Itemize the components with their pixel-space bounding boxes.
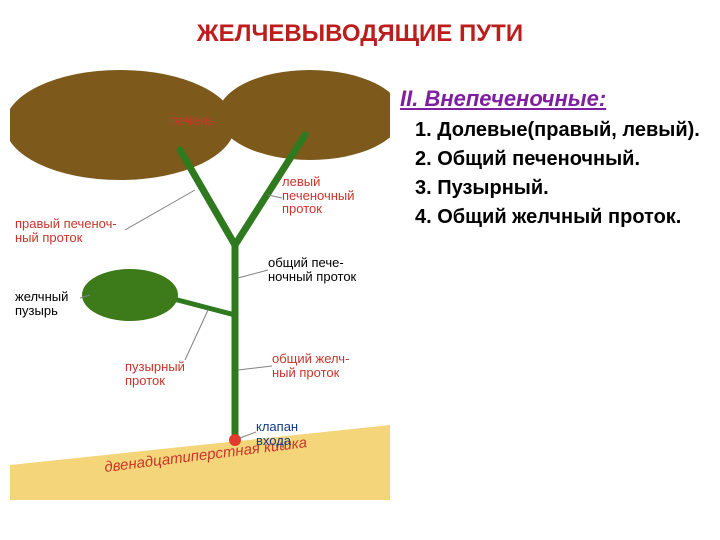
section-heading: II. Внепеченочные: bbox=[400, 86, 606, 112]
right-hepatic-label-leader bbox=[125, 190, 195, 230]
valve-label-leader bbox=[240, 432, 256, 438]
left-hepatic-label-leader bbox=[268, 195, 282, 198]
cystic-duct bbox=[170, 298, 235, 315]
page-title: ЖЕЛЧЕВЫВОДЯЩИЕ ПУТИ bbox=[0, 20, 720, 48]
list-item: 3. Пузырный. bbox=[415, 176, 715, 201]
valve-label: клапанвхода bbox=[256, 420, 298, 447]
list-item: 4. Общий желчный проток. bbox=[415, 205, 715, 230]
liver-label: печень bbox=[170, 112, 215, 128]
gallbladder bbox=[82, 269, 178, 321]
right-hepatic-duct bbox=[180, 150, 235, 245]
list-item: 1. Долевые(правый, левый). bbox=[415, 118, 715, 143]
liver-right-lobe bbox=[218, 70, 390, 160]
bullet-list: 1. Долевые(правый, левый). 2. Общий печен… bbox=[415, 118, 715, 234]
list-item: 2. Общий печеночный. bbox=[415, 147, 715, 172]
common-hepatic-label: общий пече-ночный проток bbox=[268, 256, 356, 283]
diagram-svg: печеньдвенадцатиперстная кишка bbox=[10, 70, 390, 500]
gallbladder-label: желчныйпузырь bbox=[15, 290, 68, 317]
right-hepatic-label: правый печеноч-ный проток bbox=[15, 217, 117, 244]
cystic-duct-label-leader bbox=[185, 310, 208, 360]
cystic-duct-label: пузырныйпроток bbox=[125, 360, 185, 387]
common-hepatic-label-leader bbox=[238, 270, 268, 278]
common-bile-label: общий желч-ный проток bbox=[272, 352, 349, 379]
left-hepatic-label: левыйпеченочныйпроток bbox=[282, 175, 355, 216]
common-bile-label-leader bbox=[238, 366, 272, 370]
biliary-diagram: печеньдвенадцатиперстная кишка правый пе… bbox=[10, 70, 390, 500]
slide: ЖЕЛЧЕВЫВОДЯЩИЕ ПУТИ II. Внепеченочные: 1… bbox=[0, 0, 720, 540]
